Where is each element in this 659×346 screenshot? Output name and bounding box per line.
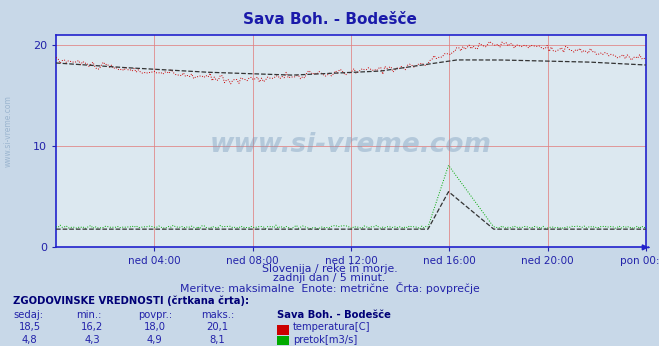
Text: 18,0: 18,0 bbox=[144, 322, 166, 333]
Text: zadnji dan / 5 minut.: zadnji dan / 5 minut. bbox=[273, 273, 386, 283]
Text: 20,1: 20,1 bbox=[206, 322, 229, 333]
Text: 18,5: 18,5 bbox=[18, 322, 41, 333]
Text: 16,2: 16,2 bbox=[81, 322, 103, 333]
Text: Sava Boh. - Bodešče: Sava Boh. - Bodešče bbox=[243, 12, 416, 27]
Text: temperatura[C]: temperatura[C] bbox=[293, 322, 371, 333]
Text: min.:: min.: bbox=[76, 310, 101, 320]
Text: maks.:: maks.: bbox=[201, 310, 234, 320]
Text: pretok[m3/s]: pretok[m3/s] bbox=[293, 335, 357, 345]
Text: 4,9: 4,9 bbox=[147, 335, 163, 345]
Text: povpr.:: povpr.: bbox=[138, 310, 173, 320]
Text: 4,3: 4,3 bbox=[84, 335, 100, 345]
Text: www.si-vreme.com: www.si-vreme.com bbox=[210, 132, 492, 158]
Text: ZGODOVINSKE VREDNOSTI (črtkana črta):: ZGODOVINSKE VREDNOSTI (črtkana črta): bbox=[13, 296, 249, 306]
Text: 4,8: 4,8 bbox=[22, 335, 38, 345]
Text: sedaj:: sedaj: bbox=[13, 310, 43, 320]
Text: www.si-vreme.com: www.si-vreme.com bbox=[3, 95, 13, 167]
Text: Meritve: maksimalne  Enote: metrične  Črta: povprečje: Meritve: maksimalne Enote: metrične Črta… bbox=[180, 282, 479, 294]
Text: 8,1: 8,1 bbox=[210, 335, 225, 345]
Text: Slovenija / reke in morje.: Slovenija / reke in morje. bbox=[262, 264, 397, 274]
Text: Sava Boh. - Bodešče: Sava Boh. - Bodešče bbox=[277, 310, 391, 320]
